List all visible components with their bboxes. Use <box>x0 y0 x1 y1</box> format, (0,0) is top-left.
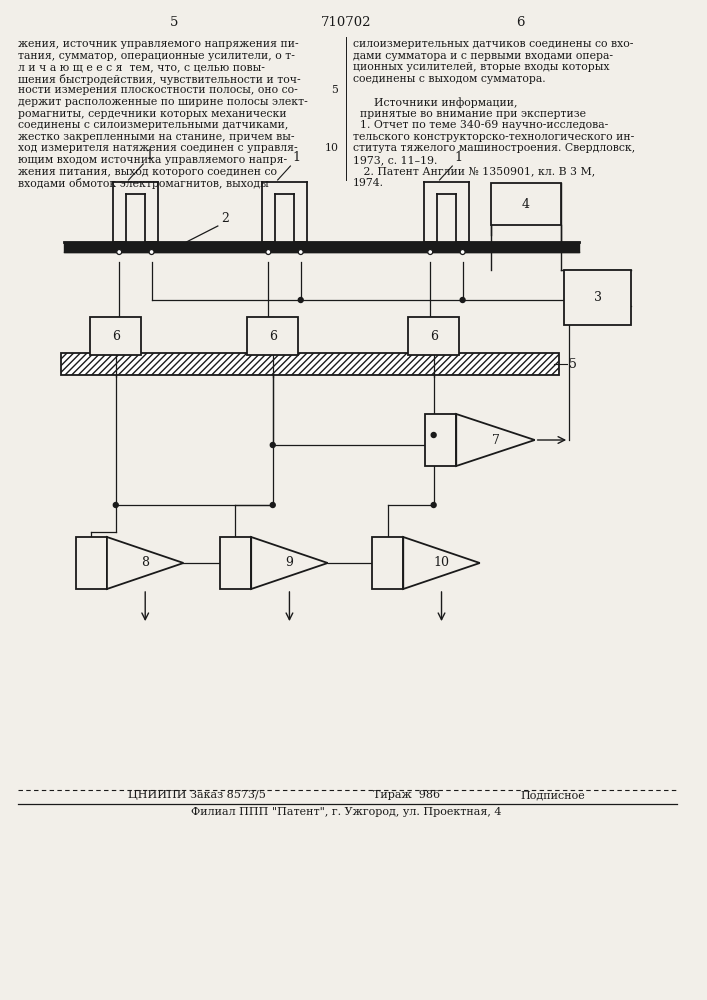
Text: соединены с силоизмерительными датчиками,: соединены с силоизмерительными датчиками… <box>18 120 288 130</box>
Text: жестко закрепленными на станине, причем вы-: жестко закрепленными на станине, причем … <box>18 132 294 142</box>
Bar <box>90 317 141 355</box>
Text: ционных усилителей, вторые входы которых: ционных усилителей, вторые входы которых <box>354 62 609 72</box>
Text: 8: 8 <box>141 556 149 570</box>
Polygon shape <box>107 537 184 589</box>
Text: 9: 9 <box>286 556 293 570</box>
Text: 1. Отчет по теме 340-69 научно-исследова-: 1. Отчет по теме 340-69 научно-исследова… <box>354 120 609 130</box>
Text: ЦНИИПИ Заказ 8573/5: ЦНИИПИ Заказ 8573/5 <box>127 790 265 800</box>
Polygon shape <box>403 537 480 589</box>
Bar <box>491 183 561 225</box>
Circle shape <box>266 249 271 254</box>
Text: л и ч а ю щ е е с я  тем, что, с целью повы-: л и ч а ю щ е е с я тем, что, с целью по… <box>18 62 264 72</box>
Polygon shape <box>456 414 534 466</box>
Text: тельского конструкторско-технологического ин-: тельского конструкторско-технологическог… <box>354 132 634 142</box>
Circle shape <box>113 502 118 508</box>
Text: 6: 6 <box>269 330 276 342</box>
Circle shape <box>298 298 303 302</box>
Text: 1: 1 <box>293 151 300 164</box>
Bar <box>564 270 631 325</box>
Circle shape <box>149 249 154 254</box>
Text: ромагниты, сердечники которых механически: ромагниты, сердечники которых механическ… <box>18 109 286 119</box>
Circle shape <box>460 298 465 302</box>
Bar <box>61 353 559 375</box>
Text: дами сумматора и с первыми входами опера-: дами сумматора и с первыми входами опера… <box>354 51 613 61</box>
Text: ститута тяжелого машиностроения. Свердловск,: ститута тяжелого машиностроения. Свердло… <box>354 143 636 153</box>
Text: 3: 3 <box>593 291 602 304</box>
Text: 2. Патент Англии № 1350901, кл. В 3 М,: 2. Патент Англии № 1350901, кл. В 3 М, <box>354 167 595 177</box>
Text: 5: 5 <box>332 85 339 95</box>
Circle shape <box>431 502 436 508</box>
Text: 6: 6 <box>112 330 119 342</box>
Text: 10: 10 <box>325 143 339 153</box>
Text: Источники информации,: Источники информации, <box>354 97 518 108</box>
Text: жения, источник управляемого напряжения пи-: жения, источник управляемого напряжения … <box>18 39 298 49</box>
Bar <box>408 317 459 355</box>
Text: 4: 4 <box>522 198 530 211</box>
Text: входами обмоток электромагнитов, выходы: входами обмоток электромагнитов, выходы <box>18 178 269 189</box>
Text: 10: 10 <box>433 556 450 570</box>
Text: 710702: 710702 <box>321 16 372 29</box>
Text: Подписное: Подписное <box>520 790 585 800</box>
Text: 5: 5 <box>569 358 577 370</box>
Text: 1: 1 <box>455 151 462 164</box>
Text: силоизмерительных датчиков соединены со вхо-: силоизмерительных датчиков соединены со … <box>354 39 633 49</box>
Text: жения питания, выход которого соединен со: жения питания, выход которого соединен с… <box>18 167 276 177</box>
Text: 1974.: 1974. <box>354 178 384 188</box>
Circle shape <box>460 249 465 254</box>
Circle shape <box>431 432 436 438</box>
Circle shape <box>428 249 433 254</box>
Text: 1: 1 <box>145 149 153 162</box>
Text: ющим входом источника управляемого напря-: ющим входом источника управляемого напря… <box>18 155 287 165</box>
Circle shape <box>270 502 275 508</box>
Text: 5: 5 <box>170 16 178 29</box>
Circle shape <box>298 249 303 254</box>
Bar <box>372 537 403 589</box>
Text: ности измерения плоскостности полосы, оно со-: ности измерения плоскостности полосы, он… <box>18 85 298 95</box>
Bar <box>76 537 107 589</box>
Text: 2: 2 <box>221 212 228 225</box>
Polygon shape <box>251 537 328 589</box>
Text: принятые во внимание при экспертизе: принятые во внимание при экспертизе <box>354 109 586 119</box>
Text: 1973, с. 11–19.: 1973, с. 11–19. <box>354 155 438 165</box>
Text: соединены с выходом сумматора.: соединены с выходом сумматора. <box>354 74 546 84</box>
Bar <box>247 317 298 355</box>
Bar <box>425 414 456 466</box>
Text: 6: 6 <box>430 330 438 342</box>
Circle shape <box>270 442 275 448</box>
Text: тания, сумматор, операционные усилители, о т-: тания, сумматор, операционные усилители,… <box>18 51 295 61</box>
Text: держит расположенные по ширине полосы элект-: держит расположенные по ширине полосы эл… <box>18 97 308 107</box>
Bar <box>220 537 251 589</box>
Text: 6: 6 <box>516 16 525 29</box>
Text: Тираж  986: Тираж 986 <box>373 790 440 800</box>
Text: Филиал ППП "Патент", г. Ужгород, ул. Проектная, 4: Филиал ППП "Патент", г. Ужгород, ул. Про… <box>191 807 501 817</box>
Text: ход измерителя натяжения соединен с управля-: ход измерителя натяжения соединен с упра… <box>18 143 297 153</box>
Circle shape <box>117 249 122 254</box>
Text: 7: 7 <box>491 434 499 446</box>
Text: шения быстродействия, чувствительности и точ-: шения быстродействия, чувствительности и… <box>18 74 300 85</box>
